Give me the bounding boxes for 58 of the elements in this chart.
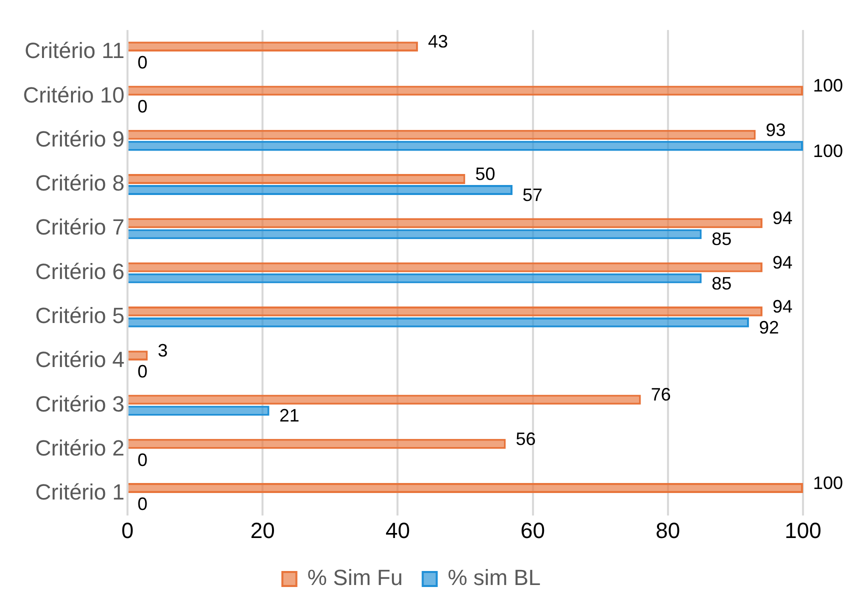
legend-label: % Sim Fu xyxy=(307,565,403,590)
y-tick-label: Critério 11 xyxy=(24,38,124,64)
data-label: 0 xyxy=(137,96,148,117)
bar xyxy=(128,140,803,151)
data-label: 94 xyxy=(772,296,792,316)
y-tick-label: Critério 3 xyxy=(35,391,124,416)
x-tick-label: 100 xyxy=(784,518,822,543)
bar xyxy=(128,262,762,272)
data-label: 92 xyxy=(758,317,779,338)
y-tick-label: Critério 7 xyxy=(35,214,124,240)
bar xyxy=(128,174,466,184)
bar xyxy=(128,318,749,328)
data-label: 43 xyxy=(428,32,448,52)
data-label: 100 xyxy=(813,76,844,96)
x-tick-label: 40 xyxy=(385,518,410,543)
data-label: 0 xyxy=(137,52,148,73)
x-tick-label: 80 xyxy=(656,518,680,543)
y-tick-label: Critério 1 xyxy=(35,480,124,505)
bar xyxy=(128,306,762,316)
data-label: 100 xyxy=(813,472,844,493)
legend-label: % sim BL xyxy=(448,565,541,590)
y-tick-label: Critério 10 xyxy=(22,82,124,108)
bar xyxy=(128,218,762,228)
bar xyxy=(128,438,506,449)
y-tick-label: Critério 6 xyxy=(35,258,124,284)
bar xyxy=(128,229,702,240)
data-label: 85 xyxy=(712,273,732,294)
bar xyxy=(128,86,803,96)
y-tick-label: Critério 9 xyxy=(35,126,124,152)
bar xyxy=(128,273,702,284)
data-label: 57 xyxy=(522,184,543,205)
data-label: 21 xyxy=(279,406,300,426)
data-label: 94 xyxy=(772,252,792,272)
x-tick-label: 0 xyxy=(121,518,134,543)
data-label: 76 xyxy=(650,384,671,405)
data-label: 56 xyxy=(516,428,536,449)
x-tick-label: 20 xyxy=(250,518,275,543)
data-label: 94 xyxy=(772,208,792,228)
bar xyxy=(128,185,513,195)
y-tick-label: Critério 4 xyxy=(35,347,124,372)
bar xyxy=(128,130,756,140)
bar xyxy=(128,483,803,493)
bar xyxy=(128,394,641,405)
y-tick-label: Critério 8 xyxy=(35,170,124,196)
data-label: 85 xyxy=(712,229,732,250)
y-tick-label: Critério 2 xyxy=(35,435,124,460)
data-label: 3 xyxy=(158,340,168,361)
bar xyxy=(128,406,270,416)
bar xyxy=(128,42,418,52)
data-label: 0 xyxy=(137,362,148,382)
bar xyxy=(128,350,148,361)
data-label: 0 xyxy=(137,494,148,514)
data-label: 100 xyxy=(813,140,844,161)
data-label: 0 xyxy=(137,450,148,470)
y-tick-label: Critério 5 xyxy=(35,303,124,328)
x-tick-label: 60 xyxy=(520,518,546,543)
data-label: 93 xyxy=(766,120,786,140)
data-label: 50 xyxy=(475,164,496,184)
